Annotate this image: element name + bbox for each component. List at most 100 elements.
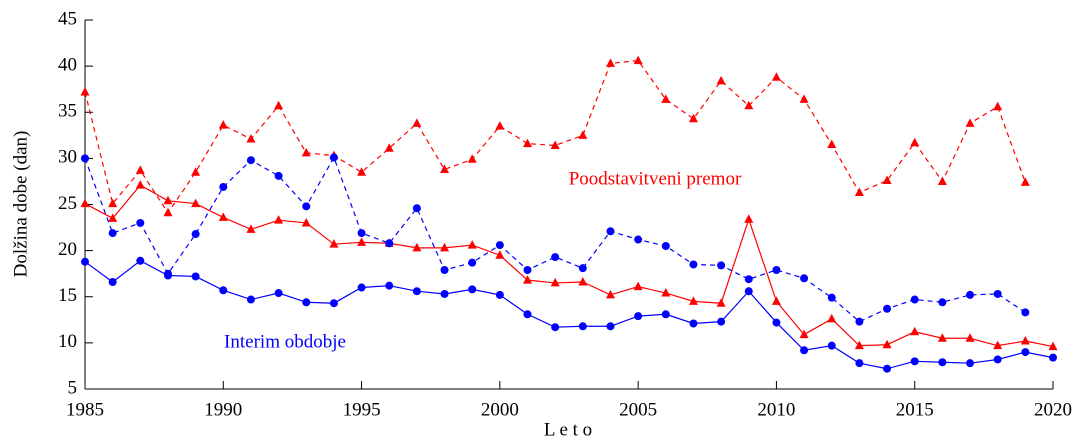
marker xyxy=(578,322,587,331)
marker xyxy=(799,329,809,339)
marker xyxy=(689,319,698,328)
marker xyxy=(163,271,172,280)
marker xyxy=(634,312,643,321)
marker xyxy=(800,274,809,283)
y-tick-label: 35 xyxy=(58,101,77,122)
series-line xyxy=(84,260,1054,370)
marker xyxy=(882,175,892,185)
marker xyxy=(855,359,864,368)
marker xyxy=(827,293,836,302)
marker xyxy=(80,198,90,208)
marker xyxy=(551,323,560,332)
x-tick-label: 1990 xyxy=(204,399,242,420)
marker xyxy=(717,317,726,326)
marker xyxy=(523,265,532,274)
marker xyxy=(135,165,145,174)
marker xyxy=(246,224,256,233)
marker xyxy=(108,229,117,238)
marker xyxy=(191,167,201,176)
marker xyxy=(910,357,919,366)
marker xyxy=(605,289,615,299)
marker xyxy=(274,171,283,180)
marker xyxy=(1021,348,1030,357)
marker xyxy=(468,285,477,294)
marker xyxy=(495,241,504,250)
marker xyxy=(993,340,1003,350)
marker xyxy=(744,100,754,110)
marker xyxy=(689,260,698,269)
marker xyxy=(108,213,118,222)
marker xyxy=(883,364,892,373)
annotation: Interim obdobje xyxy=(224,331,346,352)
marker xyxy=(717,261,726,270)
marker xyxy=(440,265,449,274)
y-tick-label: 45 xyxy=(58,8,77,29)
marker xyxy=(191,272,200,281)
marker xyxy=(551,253,560,262)
marker xyxy=(440,289,449,298)
marker xyxy=(772,265,781,274)
marker xyxy=(302,298,311,307)
x-tick-label: 2015 xyxy=(896,399,934,420)
marker xyxy=(882,339,892,349)
marker xyxy=(135,180,145,189)
y-axis-label: Dolžina dobe (dan) xyxy=(10,131,31,278)
marker xyxy=(81,154,89,163)
marker xyxy=(910,326,920,336)
marker xyxy=(716,75,726,85)
marker xyxy=(274,215,284,224)
marker xyxy=(523,275,533,284)
marker xyxy=(800,346,809,355)
marker xyxy=(467,154,477,163)
marker xyxy=(495,290,504,299)
marker xyxy=(688,113,698,123)
marker xyxy=(219,286,228,295)
marker xyxy=(965,333,975,342)
marker xyxy=(772,318,781,327)
marker xyxy=(855,317,864,326)
marker xyxy=(246,295,255,304)
marker xyxy=(605,58,615,67)
series-line xyxy=(84,184,1054,348)
marker xyxy=(1020,177,1030,186)
x-tick-label: 1995 xyxy=(343,399,381,420)
marker xyxy=(661,242,670,251)
marker xyxy=(550,277,560,287)
marker xyxy=(688,296,698,305)
marker xyxy=(440,242,450,252)
marker xyxy=(827,313,837,323)
marker xyxy=(274,289,283,298)
x-tick-label: 2005 xyxy=(619,399,657,420)
y-tick-label: 40 xyxy=(58,54,77,75)
marker xyxy=(191,230,200,239)
marker xyxy=(495,250,505,259)
y-tick-label: 5 xyxy=(68,377,78,398)
marker xyxy=(108,277,117,286)
x-axis-label: L e t o xyxy=(544,419,592,440)
x-tick-label: 1985 xyxy=(66,399,104,420)
marker xyxy=(661,288,671,297)
marker xyxy=(771,296,781,305)
marker xyxy=(329,153,338,162)
marker xyxy=(274,100,284,110)
marker xyxy=(412,118,422,127)
y-tick-label: 30 xyxy=(58,147,77,168)
marker xyxy=(633,55,643,65)
marker xyxy=(329,239,339,248)
marker xyxy=(966,359,975,368)
marker xyxy=(357,283,366,292)
marker xyxy=(1049,353,1057,362)
marker xyxy=(771,72,781,81)
marker xyxy=(606,322,615,331)
marker xyxy=(246,134,256,143)
x-tick-label: 2010 xyxy=(757,399,795,420)
marker xyxy=(910,137,920,147)
marker xyxy=(993,101,1003,111)
marker xyxy=(883,304,892,313)
marker xyxy=(937,333,947,342)
marker xyxy=(938,358,947,367)
marker xyxy=(163,195,173,205)
marker xyxy=(108,198,118,208)
marker xyxy=(495,121,505,130)
